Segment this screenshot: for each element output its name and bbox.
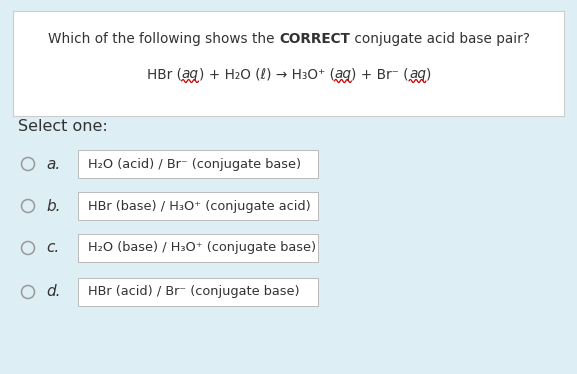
Text: aq: aq xyxy=(409,67,426,81)
Text: H₂O (acid) / Br⁻ (conjugate base): H₂O (acid) / Br⁻ (conjugate base) xyxy=(88,157,301,171)
Text: aq: aq xyxy=(182,67,198,81)
Text: Select one:: Select one: xyxy=(18,119,108,134)
FancyBboxPatch shape xyxy=(13,11,564,116)
Text: d.: d. xyxy=(46,285,61,300)
Text: aq: aq xyxy=(335,67,351,81)
Text: CORRECT: CORRECT xyxy=(279,32,350,46)
Text: ) + H₂O (ℓ) → H₃O⁺ (: ) + H₂O (ℓ) → H₃O⁺ ( xyxy=(198,67,335,81)
Text: ) + Br⁻ (: ) + Br⁻ ( xyxy=(351,67,409,81)
FancyBboxPatch shape xyxy=(78,192,318,220)
FancyBboxPatch shape xyxy=(78,150,318,178)
Text: a.: a. xyxy=(46,156,60,172)
Text: Which of the following shows the: Which of the following shows the xyxy=(48,32,279,46)
FancyBboxPatch shape xyxy=(78,234,318,262)
Text: b.: b. xyxy=(46,199,61,214)
Text: conjugate acid base pair?: conjugate acid base pair? xyxy=(350,32,530,46)
Text: HBr (acid) / Br⁻ (conjugate base): HBr (acid) / Br⁻ (conjugate base) xyxy=(88,285,299,298)
Text: H₂O (base) / H₃O⁺ (conjugate base): H₂O (base) / H₃O⁺ (conjugate base) xyxy=(88,242,316,254)
Text: ): ) xyxy=(426,67,432,81)
FancyBboxPatch shape xyxy=(78,278,318,306)
Text: HBr (base) / H₃O⁺ (conjugate acid): HBr (base) / H₃O⁺ (conjugate acid) xyxy=(88,199,311,212)
Text: HBr (: HBr ( xyxy=(147,67,182,81)
Text: c.: c. xyxy=(46,240,59,255)
